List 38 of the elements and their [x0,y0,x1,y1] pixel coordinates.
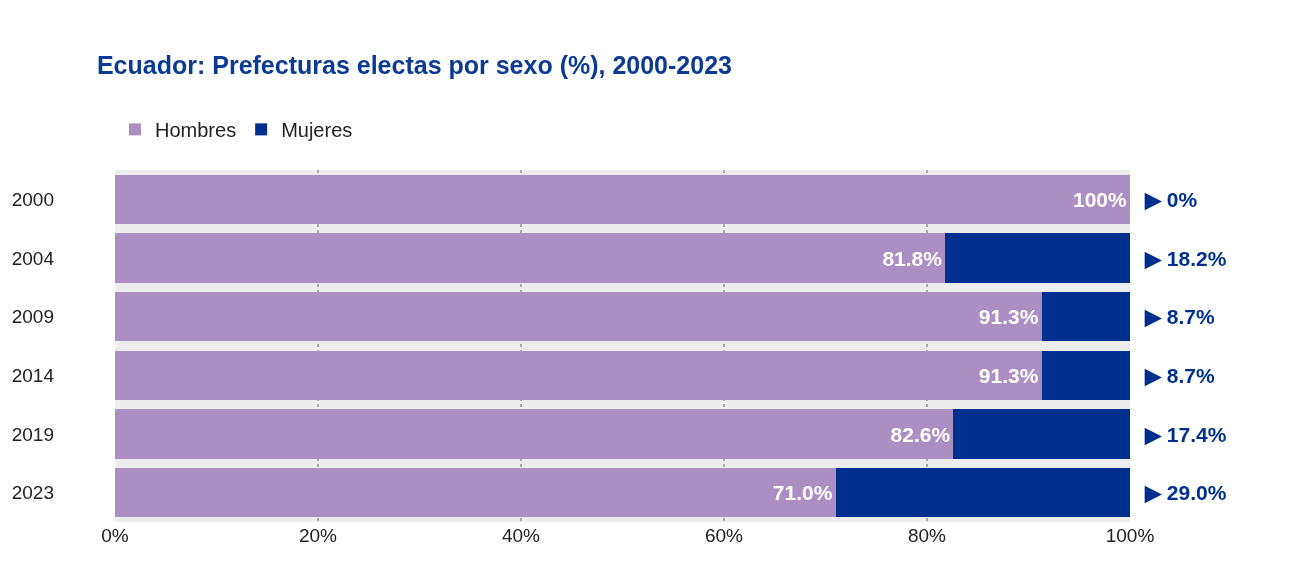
y-tick-label: 2014 [11,364,55,386]
data-label: ▶ 18.2% [1144,247,1227,270]
y-tick-label: 2019 [11,423,54,445]
x-tick-label: 40% [501,525,541,546]
data-label: 100% [1072,187,1127,211]
bar [1041,350,1130,400]
bar [115,292,1042,342]
bar [115,350,1042,400]
bar [115,174,1130,224]
bar [115,233,946,283]
legend-label: Mujeres [281,119,353,142]
data-label: 91.3% [978,363,1039,387]
x-tick-label: 100% [1105,525,1155,546]
legend-label: Hombres [155,119,237,142]
data-label: 81.8% [882,246,943,270]
bar [115,468,836,518]
x-tick-label: 0% [101,525,129,546]
x-tick-label: 20% [298,525,338,546]
bar [953,409,1130,459]
y-tick-label: 2009 [11,306,54,328]
bar [1041,292,1130,342]
data-label: 91.3% [978,305,1039,329]
bar [835,468,1130,518]
y-tick-label: 2000 [11,188,54,210]
data-label: 82.6% [890,422,951,446]
chart-title: Ecuador: Prefecturas electas por sexo (%), 2000-2023 [96,50,732,79]
bar [945,233,1130,283]
data-label: 71.0% [772,481,833,505]
y-tick-label: 2004 [11,247,55,269]
y-tick-label: 2023 [11,482,54,504]
data-label: ▶ 29.0% [1144,481,1227,504]
data-label: ▶ 8.7% [1144,364,1216,387]
x-tick-label: 60% [704,525,744,546]
bar [115,409,954,459]
data-label: ▶ 8.7% [1144,305,1216,328]
x-tick-label: 80% [907,525,947,546]
data-label: ▶ 17.4% [1144,423,1227,446]
data-label: ▶ 0% [1144,188,1198,211]
